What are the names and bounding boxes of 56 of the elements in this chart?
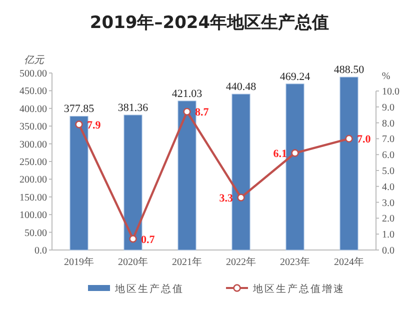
x-tick-label: 2022年 bbox=[226, 256, 256, 268]
y2-tick-label: 3.0 bbox=[382, 198, 394, 209]
y2-tick-label: 5.0 bbox=[382, 166, 394, 177]
y-tick-label: 250.00 bbox=[20, 157, 47, 168]
x-tick-label: 2023年 bbox=[280, 256, 310, 268]
x-tick-label: 2021年 bbox=[172, 256, 202, 268]
y-tick-label: 200.00 bbox=[20, 174, 47, 186]
y2-tick-label: 0.0 bbox=[382, 246, 394, 256]
y-tick-label: 0.0 bbox=[34, 246, 47, 256]
y-tick-label: 150.00 bbox=[20, 192, 47, 204]
y-tick-label: 450.00 bbox=[20, 86, 47, 98]
data-label: 7.0 bbox=[357, 134, 372, 146]
data-label: 6.1 bbox=[273, 148, 287, 160]
y2-axis-title: % bbox=[382, 71, 390, 82]
y-tick-label: 400.00 bbox=[20, 104, 47, 115]
point bbox=[129, 235, 137, 243]
point bbox=[75, 120, 83, 128]
y2-tick-label: 2.0 bbox=[382, 214, 394, 225]
y2-tick-label: 4.0 bbox=[382, 182, 394, 193]
data-label: 469.24 bbox=[280, 70, 311, 83]
point bbox=[345, 134, 353, 143]
data-label: 3.3 bbox=[219, 192, 234, 205]
chart-title: 2019年–2024年地区生产总值 bbox=[90, 13, 330, 33]
y-tick-label: 50.00 bbox=[24, 228, 47, 239]
data-label: 377.85 bbox=[64, 103, 95, 116]
legend-label: 地区生产总值增速 bbox=[252, 283, 345, 295]
bar bbox=[70, 116, 88, 250]
point bbox=[237, 194, 245, 202]
bar bbox=[232, 94, 250, 250]
y-tick-label: 300.00 bbox=[20, 139, 47, 150]
data-label: 440.48 bbox=[226, 81, 257, 94]
bar bbox=[124, 114, 142, 250]
bar bbox=[340, 76, 358, 250]
y-tick-label: 100.00 bbox=[20, 210, 47, 222]
bar bbox=[178, 100, 196, 250]
data-label: 7.9 bbox=[87, 119, 102, 132]
point bbox=[291, 149, 299, 157]
y2-tick-label: 1.0 bbox=[382, 230, 394, 241]
data-label: 0.7 bbox=[141, 234, 156, 246]
y2-tick-label: 8.0 bbox=[382, 118, 394, 130]
bar bbox=[286, 84, 304, 250]
y-tick-label: 350.00 bbox=[20, 122, 47, 133]
y-axis-title: 亿元 bbox=[24, 55, 45, 66]
x-tick-label: 2020年 bbox=[118, 256, 148, 268]
data-label: 421.03 bbox=[172, 88, 203, 100]
y2-tick-label: 9.0 bbox=[382, 102, 394, 114]
data-label: 488.50 bbox=[334, 64, 365, 76]
legend-label: 地区生产总值 bbox=[114, 283, 184, 295]
y2-tick-label: 7.0 bbox=[382, 134, 394, 146]
point bbox=[183, 108, 191, 116]
x-tick-label: 2024年 bbox=[334, 256, 364, 268]
y-tick-label: 500.00 bbox=[20, 68, 47, 80]
y2-tick-label: 10.0 bbox=[382, 86, 400, 98]
data-label: 381.36 bbox=[118, 102, 149, 114]
y2-tick-label: 6.0 bbox=[382, 150, 394, 162]
x-tick-label: 2019年 bbox=[64, 256, 94, 268]
